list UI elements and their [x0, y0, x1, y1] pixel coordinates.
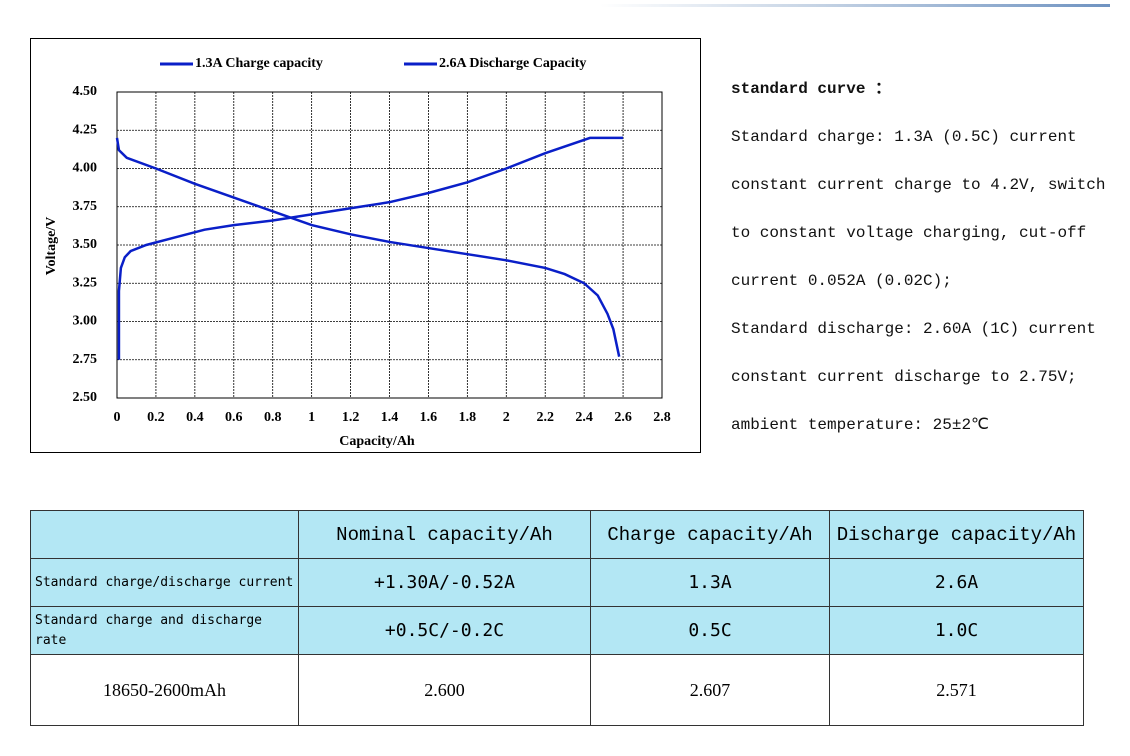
y-tick-label: 3.50 [73, 237, 98, 252]
chart-frame [30, 38, 701, 453]
notes-line: Standard charge: 1.3A (0.5C) current [731, 128, 1077, 146]
x-tick-label: 0.2 [147, 410, 165, 425]
x-tick-label: 2.2 [536, 410, 554, 425]
y-tick-label: 4.00 [73, 161, 98, 176]
row: Standard charge/discharge current +1.30A… [30, 558, 1084, 607]
y-tick-label: 2.75 [73, 352, 98, 367]
header-row: Nominal capacity/Ah Charge capacity/Ah D… [30, 510, 1084, 559]
cell: 2.571 [829, 654, 1084, 726]
series-line [117, 136, 624, 360]
header-cell: Nominal capacity/Ah [298, 510, 591, 559]
series-line [115, 137, 621, 357]
notes-line: constant current charge to 4.2V, switch [731, 176, 1106, 194]
x-tick-label: 1.4 [381, 410, 399, 425]
x-tick-label: 1.2 [342, 410, 360, 425]
y-tick-label: 3.25 [73, 275, 98, 290]
cell: 2.600 [298, 654, 591, 726]
notes-line: ambient temperature: 25±2℃ [731, 416, 990, 434]
x-tick-label: 2 [503, 410, 510, 425]
notes-line: to constant voltage charging, cut-off [731, 224, 1087, 242]
notes-line: current 0.052A (0.02C); [731, 272, 952, 290]
notes-line: Standard discharge: 2.60A (1C) current [731, 320, 1096, 338]
x-tick-label: 0.4 [186, 410, 204, 425]
cell: 2.6A [829, 558, 1084, 607]
x-tick-label: 0.8 [264, 410, 282, 425]
x-tick-label: 0.6 [225, 410, 243, 425]
y-tick-label: 2.50 [73, 390, 98, 405]
header-cell [30, 510, 299, 559]
x-tick-label: 2.6 [614, 410, 632, 425]
cell: +1.30A/-0.52A [298, 558, 591, 607]
cell: 2.607 [590, 654, 830, 726]
x-tick-label: 2.8 [653, 410, 671, 425]
x-tick-label: 2.4 [575, 410, 593, 425]
cell: 1.0C [829, 606, 1084, 655]
y-tick-label: 3.00 [73, 314, 98, 329]
legend-label: 2.6A Discharge Capacity [439, 56, 586, 71]
cell: Standard charge/discharge current [30, 558, 299, 607]
y-tick-label: 3.75 [73, 199, 98, 214]
cell: 18650-2600mAh [30, 654, 299, 726]
cell: +0.5C/-0.2C [298, 606, 591, 655]
y-tick-label: 4.50 [73, 84, 98, 99]
y-tick-label: 4.25 [73, 122, 98, 137]
notes-line: constant current discharge to 2.75V; [731, 368, 1077, 386]
notes: standard curve ： Standard charge: 1.3A (… [731, 70, 1105, 454]
cell: 0.5C [590, 606, 830, 655]
row: 18650-2600mAh 2.600 2.607 2.571 [30, 654, 1084, 726]
header-cell: Discharge capacity/Ah [829, 510, 1084, 559]
x-tick-label: 1 [308, 410, 315, 425]
x-tick-label: 0 [114, 410, 121, 425]
decor-line [600, 4, 1110, 7]
spec-table: Nominal capacity/Ah Charge capacity/Ah D… [30, 510, 1084, 726]
chart: Capacity/Ah Voltage/V 4.50 4.25 4.00 3.75 3.… [30, 38, 701, 453]
legend-label: 1.3A Charge capacity [195, 56, 323, 71]
x-tick-label: 1.8 [459, 410, 477, 425]
row: Standard charge and discharge rate +0.5C… [30, 606, 1084, 655]
y-axis-label: Voltage/V [44, 217, 59, 276]
header-cell: Charge capacity/Ah [590, 510, 830, 559]
cell: Standard charge and discharge rate [30, 606, 299, 655]
cell: 1.3A [590, 558, 830, 607]
x-axis-label: Capacity/Ah [339, 434, 415, 449]
x-tick-label: 1.6 [420, 410, 438, 425]
notes-heading: standard curve ： [731, 80, 892, 98]
